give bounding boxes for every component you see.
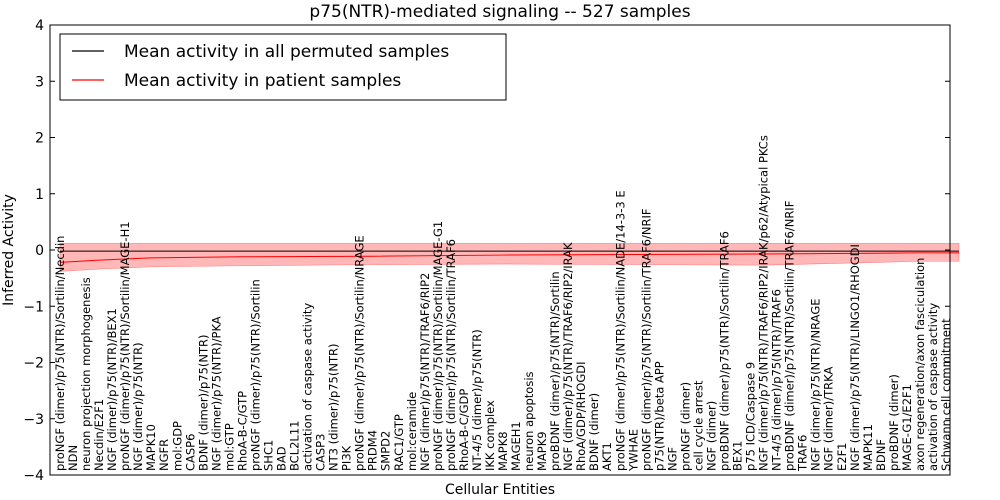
- legend-entry: Mean activity in patient samples: [124, 71, 401, 91]
- x-entity-label: MAPK8: [496, 431, 510, 471]
- x-entity-label: NGF: [665, 447, 679, 471]
- x-entity-label: BDNF: [874, 439, 888, 471]
- x-entity-label: MAGE-G1/E2F1: [900, 384, 914, 471]
- y-tick-label: −4: [23, 468, 44, 484]
- x-entity-label: cell cycle arrest: [691, 380, 705, 471]
- y-tick-label: 3: [35, 74, 44, 90]
- x-entity-label: SHC1: [261, 440, 275, 471]
- y-axis-label: Inferred Activity: [1, 194, 17, 306]
- x-entity-label: NT-4/5 (dimer)/p75(NTR)/TRAF6: [770, 289, 784, 471]
- x-entity-label: BCL2L11: [288, 421, 302, 471]
- y-tick-label: 2: [35, 131, 44, 147]
- x-entity-label: proNGF (dimer): [678, 382, 692, 471]
- x-entity-label: NGF (dimer)/p75(NTR)/PKA: [209, 316, 223, 471]
- x-entity-label: proNGF (dimer)/p75(NTR)/Sortilin/TRAF6/N…: [639, 209, 653, 471]
- y-tick-label: 1: [35, 187, 44, 203]
- x-entity-label: NT-4/5 (dimer)/p75(NTR): [470, 329, 484, 471]
- x-entity-label: NGF (dimer)/p75(NTR): [131, 342, 145, 471]
- x-entity-label: Necdin/E2F1: [92, 399, 106, 471]
- y-tick-label: 0: [35, 243, 44, 259]
- chart-title: p75(NTR)-mediated signaling -- 527 sampl…: [309, 2, 690, 22]
- legend: Mean activity in all permuted samples Mea…: [59, 33, 507, 101]
- x-entity-label: MAPK9: [535, 431, 549, 471]
- x-entity-label: NGF (dimer)/TRKA: [822, 367, 836, 471]
- x-entity-label: PRDM4: [366, 430, 380, 471]
- x-entity-label: NGF (dimer)/p75(NTR)/LINGO1/RHOGDI: [848, 244, 862, 471]
- x-entity-label: YWHAE: [626, 429, 640, 472]
- x-entity-label: NGF (dimer)/p75(NTR)/TRAF6/RIP2: [418, 273, 432, 471]
- x-entity-label: p75 ICD/Caspase 9: [744, 362, 758, 471]
- x-entity-label: proNGF (dimer)/p75(NTR)/Sortilin/TRAF6: [444, 239, 458, 471]
- confidence-band-layer: [59, 242, 960, 272]
- x-entity-label: proBDNF (dimer)/p75(NTR)/Sortilin/TRAF6: [718, 231, 732, 471]
- y-tick-label: −3: [23, 412, 44, 428]
- x-entity-label: RhoA/GDP/RHOGDI: [574, 362, 588, 471]
- x-entity-label: proNGF (dimer)/p75(NTR)/Sortilin/NADE/14…: [613, 190, 627, 471]
- x-entity-label: proNGF (dimer)/p75(NTR)/Sortilin/NRAGE: [353, 235, 367, 471]
- x-entity-label: proBDNF (dimer)/p75(NTR)/Sortilin: [548, 271, 562, 471]
- x-entity-label: NGFR: [157, 439, 171, 471]
- x-entity-label: proNGF (dimer)/p75(NTR)/Sortilin/MAGE-H1: [118, 221, 132, 471]
- x-entity-label: SMPD2: [379, 431, 393, 471]
- x-entity-label: activation of caspase activity: [926, 303, 940, 471]
- x-entity-label: RAC1/GTP: [392, 414, 406, 471]
- x-entity-label: RhoA-B-C/GDP: [457, 389, 471, 471]
- x-entity-label: BAD: [275, 446, 289, 471]
- x-entity-label: activation of caspase activity: [301, 303, 315, 471]
- x-entity-label: AKT1: [600, 442, 614, 471]
- x-entity-label: NGF (dimer)/p75(NTR)/BEX1: [105, 308, 119, 471]
- x-entity-label: NGF (dimer): [704, 401, 718, 471]
- x-entity-label: proBDNF (dimer): [887, 374, 901, 471]
- x-entity-label: MAPK10: [144, 424, 158, 471]
- y-tick-label: −1: [23, 299, 44, 315]
- x-entity-label: p75(NTR)/beta APP: [652, 361, 666, 471]
- x-entity-label: mol:GTP: [222, 423, 236, 471]
- y-tick-label: −2: [23, 356, 44, 372]
- x-entity-label: E2F1: [835, 442, 849, 471]
- x-entity-label: NGF (dimer)/p75(NTR)/NRAGE: [809, 299, 823, 472]
- x-entity-label: CASP3: [314, 434, 328, 471]
- x-entity-label: axon regeneration/axon fasciculation: [913, 258, 927, 471]
- legend-entry: Mean activity in all permuted samples: [124, 42, 449, 62]
- plot-frame: [49, 24, 951, 476]
- x-entity-label: mol:ceramide: [405, 392, 419, 471]
- x-entity-label: TRAF6: [796, 435, 810, 472]
- x-entity-label: mol:GDP: [170, 421, 184, 471]
- x-entity-label: RhoA-B-C/GTP: [235, 391, 249, 471]
- y-tick-label: 4: [35, 18, 44, 34]
- x-entity-label: BDNF (dimer)/p75(NTR): [196, 335, 210, 472]
- x-entity-label: proNGF (dimer)/p75(NTR)/Sortilin/MAGE-G1: [431, 221, 445, 471]
- x-entity-label: NDN: [66, 445, 80, 471]
- x-entity-label: NGF (dimer)/p75(NTR)/TRAF6/RIP2/IRAK/p62…: [757, 135, 771, 471]
- y-tick-layer: 4 3 2 1 0 −1 −2 −3 −4: [23, 18, 950, 484]
- x-entity-label: proNGF (dimer)/p75(NTR)/Sortilin: [248, 279, 262, 471]
- x-entity-label: proNGF (dimer)/p75(NTR)/Sortilin/Necdin: [53, 236, 67, 471]
- x-entity-label: BDNF (dimer): [587, 393, 601, 471]
- x-entity-label: MAPK11: [861, 424, 875, 471]
- x-entity-label: Schwann cell commitment: [939, 318, 953, 471]
- series-line: [59, 252, 960, 263]
- x-entity-label: BEX1: [731, 441, 745, 471]
- x-entity-label: IKK complex: [483, 400, 497, 471]
- x-entity-label: NT3 (dimer)/p75(NTR): [327, 344, 341, 471]
- series-layer: [59, 250, 960, 263]
- x-entity-label: neuron projection morphogenesis: [79, 277, 93, 471]
- x-entity-label: neuron apoptosis: [522, 371, 536, 471]
- x-entity-label: MAGEH1: [509, 421, 523, 471]
- x-entity-label: proBDNF (dimer)/p75(NTR)/Sortilin/TRAF6/…: [783, 201, 797, 471]
- x-axis-label: Cellular Entities: [445, 482, 555, 498]
- x-entity-label: NGF (dimer)/p75(NTR)/TRAF6/RIP2/IRAK: [561, 242, 575, 471]
- x-entity-label: CASP6: [183, 434, 197, 471]
- confidence-band: [59, 242, 960, 272]
- x-entity-label: PI3K: [340, 445, 354, 471]
- entity-label-layer: proNGF (dimer)/p75(NTR)/Sortilin/Necdin N…: [53, 135, 953, 472]
- legend-box: [59, 33, 507, 101]
